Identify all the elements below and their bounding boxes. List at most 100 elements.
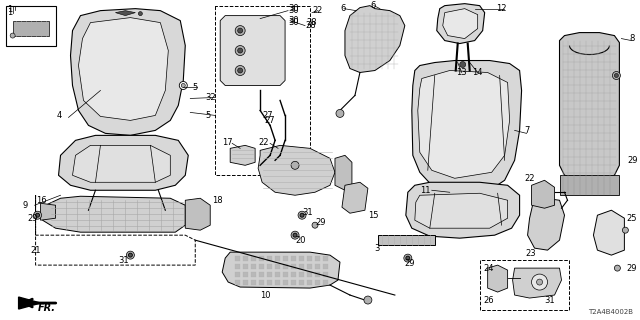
Text: 14: 14	[472, 68, 482, 77]
Polygon shape	[275, 272, 280, 277]
Text: 28: 28	[306, 18, 317, 27]
Text: 30: 30	[288, 18, 299, 27]
Polygon shape	[6, 6, 56, 45]
Circle shape	[126, 251, 134, 259]
Text: 5: 5	[192, 83, 198, 92]
Circle shape	[406, 256, 410, 260]
Text: 7: 7	[525, 126, 530, 135]
Polygon shape	[79, 18, 168, 120]
Polygon shape	[267, 272, 272, 277]
Circle shape	[138, 12, 142, 16]
Circle shape	[291, 161, 299, 169]
Text: 11: 11	[420, 186, 430, 195]
Polygon shape	[36, 195, 195, 265]
Text: 21: 21	[31, 246, 41, 255]
Text: 22: 22	[258, 138, 269, 147]
Polygon shape	[315, 272, 320, 277]
Polygon shape	[283, 280, 288, 285]
Text: 32: 32	[205, 93, 216, 102]
Text: 16: 16	[36, 196, 47, 205]
Text: 8: 8	[629, 34, 635, 43]
Circle shape	[614, 74, 618, 77]
Circle shape	[614, 265, 620, 271]
Polygon shape	[259, 264, 264, 269]
Text: 28: 28	[305, 21, 316, 30]
Circle shape	[336, 109, 344, 117]
Polygon shape	[259, 272, 264, 277]
Polygon shape	[299, 272, 304, 277]
Text: 1: 1	[6, 5, 12, 14]
Circle shape	[300, 213, 304, 217]
Text: 29: 29	[405, 259, 415, 268]
Polygon shape	[220, 16, 285, 85]
Polygon shape	[40, 203, 56, 220]
Circle shape	[293, 233, 297, 237]
Text: 12: 12	[495, 4, 506, 13]
Polygon shape	[251, 272, 256, 277]
Text: 24: 24	[484, 264, 494, 273]
Polygon shape	[593, 210, 625, 255]
Text: 31: 31	[118, 256, 129, 265]
Polygon shape	[335, 155, 352, 190]
Text: 3: 3	[374, 244, 380, 253]
Polygon shape	[307, 264, 312, 269]
Polygon shape	[323, 272, 328, 277]
Polygon shape	[307, 256, 312, 261]
Polygon shape	[291, 256, 296, 261]
Circle shape	[33, 211, 42, 219]
Text: 17: 17	[222, 138, 233, 147]
Polygon shape	[315, 256, 320, 261]
Polygon shape	[412, 60, 522, 193]
Polygon shape	[283, 256, 288, 261]
Polygon shape	[291, 272, 296, 277]
Text: T2A4B4002B: T2A4B4002B	[588, 309, 634, 315]
Polygon shape	[243, 272, 248, 277]
Text: 10: 10	[260, 291, 271, 300]
Circle shape	[312, 222, 318, 228]
Polygon shape	[43, 196, 185, 232]
Circle shape	[181, 84, 185, 87]
Circle shape	[622, 227, 628, 233]
Circle shape	[237, 28, 243, 33]
Polygon shape	[243, 264, 248, 269]
Polygon shape	[235, 256, 240, 261]
Text: 20: 20	[295, 236, 305, 245]
Polygon shape	[243, 256, 248, 261]
Text: 13: 13	[456, 68, 467, 77]
Circle shape	[129, 253, 132, 257]
Text: 29: 29	[28, 214, 38, 223]
Text: 27: 27	[264, 116, 275, 125]
Text: FR.: FR.	[38, 303, 56, 313]
Polygon shape	[267, 280, 272, 285]
Polygon shape	[513, 268, 561, 298]
Polygon shape	[488, 265, 508, 292]
Polygon shape	[275, 256, 280, 261]
Polygon shape	[259, 280, 264, 285]
Polygon shape	[291, 264, 296, 269]
Polygon shape	[259, 256, 264, 261]
Polygon shape	[559, 175, 620, 195]
Polygon shape	[251, 264, 256, 269]
Polygon shape	[230, 145, 255, 165]
Text: 22: 22	[525, 174, 535, 183]
Polygon shape	[251, 280, 256, 285]
Polygon shape	[215, 6, 310, 175]
Polygon shape	[19, 297, 40, 309]
Circle shape	[237, 48, 243, 53]
Circle shape	[612, 71, 620, 79]
Text: 4: 4	[56, 111, 62, 120]
Polygon shape	[307, 272, 312, 277]
Circle shape	[364, 296, 372, 304]
Polygon shape	[251, 256, 256, 261]
Polygon shape	[342, 182, 368, 213]
Text: 2: 2	[312, 6, 317, 15]
Polygon shape	[299, 264, 304, 269]
Circle shape	[235, 26, 245, 36]
Circle shape	[235, 66, 245, 76]
Polygon shape	[415, 193, 508, 228]
Polygon shape	[532, 180, 554, 208]
Polygon shape	[323, 280, 328, 285]
Text: 6: 6	[340, 4, 346, 13]
Polygon shape	[299, 280, 304, 285]
Polygon shape	[275, 280, 280, 285]
